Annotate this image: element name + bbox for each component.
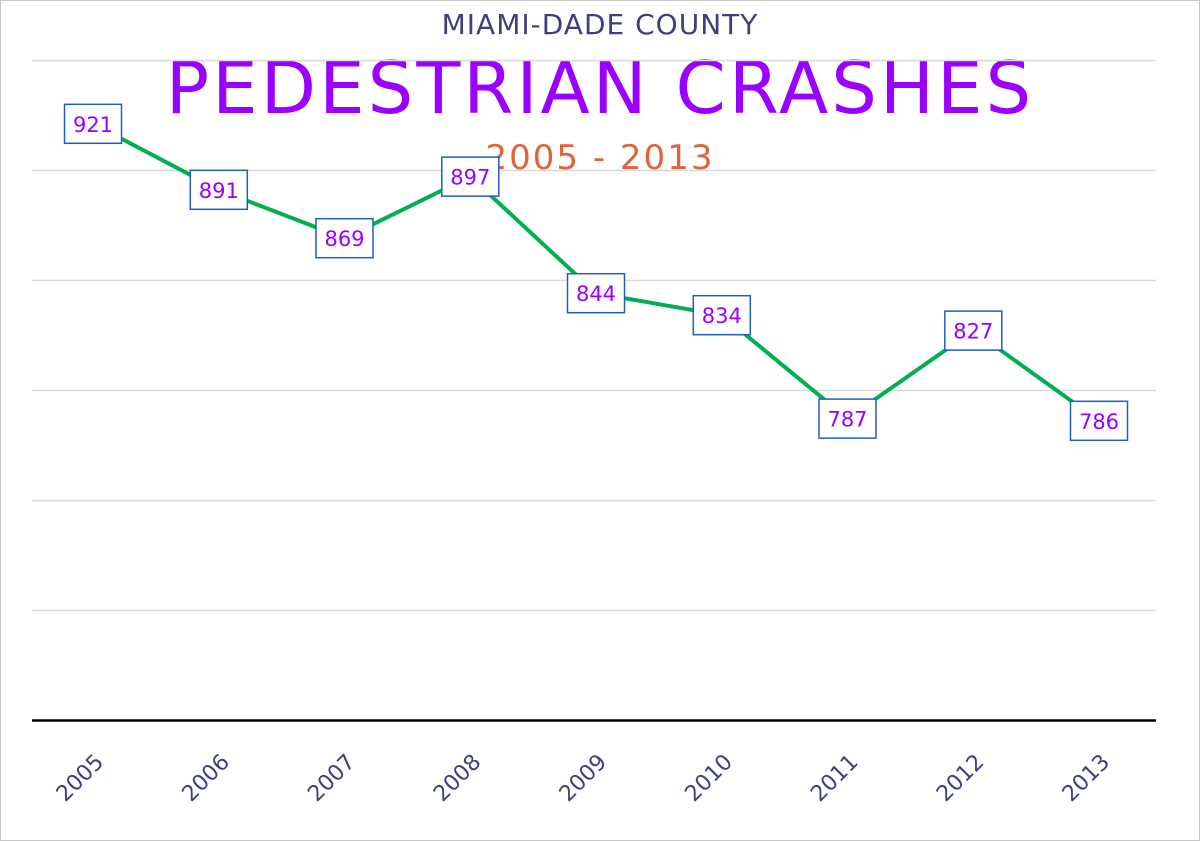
data-label-box <box>441 156 500 197</box>
x-tick-label: 2013 <box>1058 750 1115 807</box>
x-tick-label: 2010 <box>681 750 738 807</box>
x-tick-label: 2012 <box>932 750 989 807</box>
data-label-box <box>189 169 249 211</box>
data-label-box <box>692 294 752 336</box>
data-label: 869 <box>324 227 364 251</box>
x-tick-label: 2011 <box>806 750 863 807</box>
data-label: 786 <box>1079 410 1119 434</box>
x-tick-label: 2009 <box>555 750 612 807</box>
data-label: 844 <box>576 282 616 306</box>
x-tick-label: 2005 <box>52 750 109 807</box>
data-label-box <box>1069 400 1129 442</box>
data-label: 827 <box>953 320 993 344</box>
data-label-box <box>63 103 123 145</box>
data-label: 787 <box>827 408 867 432</box>
chart-subtitle-years: 2005 - 2013 <box>485 138 715 178</box>
x-tick-label: 2007 <box>303 750 360 807</box>
data-label: 897 <box>450 166 490 190</box>
series-line <box>92 122 1101 423</box>
data-label-box <box>315 217 374 259</box>
chart-subtitle-county: MIAMI-DADE COUNTY <box>441 8 759 41</box>
x-tick-label: 2008 <box>429 750 486 807</box>
data-label-box <box>566 272 626 314</box>
data-label: 921 <box>73 113 113 137</box>
data-label: 834 <box>702 304 742 328</box>
data-label-box <box>818 398 877 439</box>
data-label: 891 <box>199 179 239 203</box>
x-tick-label: 2006 <box>178 750 235 807</box>
data-label-box <box>944 310 1003 351</box>
